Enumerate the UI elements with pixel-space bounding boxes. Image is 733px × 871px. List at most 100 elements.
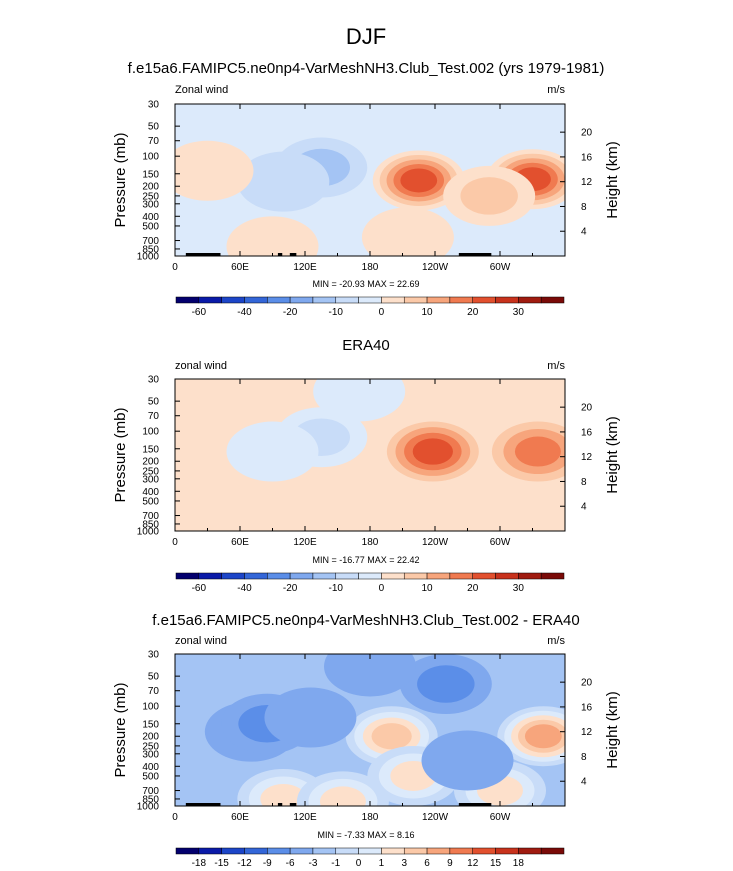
- y-tick-label: 200: [142, 457, 159, 468]
- y2-tick-label: 20: [581, 128, 593, 139]
- y-tick-label: 500: [142, 221, 159, 232]
- topography-mask: [458, 803, 492, 806]
- colorbar-label: -3: [308, 858, 317, 869]
- panel-2: ERA40 zonal wind m/s 0 60E 120E 180 120W 60W 3…: [112, 337, 621, 594]
- y-tick-label: 850: [142, 519, 159, 530]
- colorbar-label: 20: [467, 307, 479, 318]
- left-label: zonal wind: [175, 360, 227, 372]
- y2-tick-label: 4: [581, 502, 587, 513]
- colorbar-label: 3: [401, 858, 407, 869]
- y-tick-label: 700: [142, 786, 159, 797]
- colorbar-box: [267, 572, 291, 580]
- colorbar-box: [426, 847, 451, 855]
- colorbar-box: [540, 572, 565, 580]
- contour-band: [524, 724, 562, 749]
- y-axis-label: Pressure (mb): [112, 407, 129, 502]
- panel-title: f.e15a6.FAMIPC5.ne0np4-VarMeshNH3.Club_T…: [152, 612, 579, 629]
- x-tick-label: 120W: [422, 537, 449, 548]
- colorbar-box: [175, 572, 200, 580]
- colorbar-label: 0: [379, 583, 385, 594]
- x-tick-label: 60E: [231, 537, 249, 548]
- colorbar-box: [244, 572, 268, 580]
- colorbar-label: -40: [237, 307, 252, 318]
- y2-tick-label: 20: [581, 403, 593, 414]
- colorbar-label: 18: [513, 858, 525, 869]
- colorbar-box: [244, 296, 268, 304]
- figure-title: DJF: [346, 24, 386, 49]
- colorbar-label: 9: [447, 858, 453, 869]
- contour-plot: [175, 654, 565, 806]
- y-tick-label: 70: [148, 136, 160, 147]
- colorbar-label: 1: [379, 858, 385, 869]
- colorbar-label: -10: [329, 583, 344, 594]
- y-tick-label: 300: [142, 474, 159, 485]
- colorbar-box: [335, 847, 359, 855]
- colorbar-label: -9: [263, 858, 272, 869]
- panel-1: f.e15a6.FAMIPC5.ne0np4-VarMeshNH3.Club_T…: [112, 60, 621, 318]
- left-label: zonal wind: [175, 635, 227, 647]
- x-tick-label: 180: [362, 262, 379, 273]
- colorbar-label: -20: [283, 307, 298, 318]
- units-label: m/s: [547, 635, 565, 647]
- x-tick-label: 180: [362, 537, 379, 548]
- colorbar-label: -15: [214, 858, 229, 869]
- colorbar-box: [449, 572, 473, 580]
- contour-band: [175, 140, 254, 201]
- colorbar-box: [472, 847, 496, 855]
- y-tick-label: 150: [142, 719, 159, 730]
- contour-band: [361, 207, 454, 256]
- y2-axis-label: Height (km): [604, 141, 621, 219]
- colorbar-box: [381, 847, 405, 855]
- y-tick-label: 50: [148, 397, 160, 408]
- colorbar-box: [175, 847, 200, 855]
- y2-tick-label: 4: [581, 777, 587, 788]
- y-tick-label: 200: [142, 732, 159, 743]
- topography-mask: [458, 253, 492, 256]
- y-tick-label: 50: [148, 672, 160, 683]
- colorbar-box: [381, 572, 405, 580]
- colorbar-box: [198, 847, 222, 855]
- x-tick-label: 0: [172, 537, 178, 548]
- colorbar-label: 6: [424, 858, 430, 869]
- colorbar-box: [358, 847, 382, 855]
- colorbar-box: [403, 572, 428, 580]
- y-tick-label: 250: [142, 466, 159, 477]
- left-label: Zonal wind: [175, 84, 228, 96]
- x-tick-label: 120E: [293, 262, 317, 273]
- contour-band: [371, 723, 412, 750]
- colorbar-box: [289, 296, 314, 304]
- y-tick-label: 250: [142, 191, 159, 202]
- y2-axis-label: Height (km): [604, 691, 621, 769]
- contour-band: [460, 177, 518, 215]
- min-max-text: MIN = -7.33 MAX = 8.16: [317, 830, 414, 840]
- x-tick-label: 0: [172, 262, 178, 273]
- min-max-text: MIN = -20.93 MAX = 22.69: [312, 279, 419, 289]
- y-tick-label: 150: [142, 444, 159, 455]
- colorbar-box: [403, 847, 428, 855]
- contour-band: [226, 216, 319, 256]
- contour-band: [417, 665, 475, 703]
- colorbar: -60 -40 -20 -10 0 10 20 30: [175, 296, 565, 318]
- colorbar-label: -12: [237, 858, 252, 869]
- y-tick-label: 200: [142, 182, 159, 193]
- y2-tick-label: 20: [581, 678, 593, 689]
- colorbar-box: [267, 296, 291, 304]
- colorbar-label: 10: [421, 583, 433, 594]
- colorbar-box: [495, 572, 519, 580]
- colorbar-box: [267, 847, 291, 855]
- colorbar-label: 12: [467, 858, 479, 869]
- y2-tick-label: 8: [581, 202, 587, 213]
- topography-mask: [207, 803, 221, 806]
- y2-tick-label: 16: [581, 152, 593, 163]
- colorbar-label: -6: [286, 858, 295, 869]
- colorbar-box: [312, 572, 337, 580]
- y-tick-label: 70: [148, 411, 160, 422]
- x-tick-label: 60W: [490, 262, 511, 273]
- colorbar-box: [381, 296, 405, 304]
- x-tick-label: 120W: [422, 812, 449, 823]
- x-tick-label: 0: [172, 812, 178, 823]
- y-axis-label: Pressure (mb): [112, 682, 129, 777]
- colorbar-label: -60: [192, 583, 207, 594]
